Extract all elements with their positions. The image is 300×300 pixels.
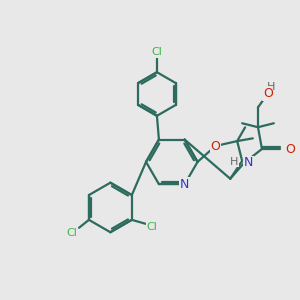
Text: H: H <box>230 157 238 167</box>
Text: N: N <box>180 178 189 191</box>
Text: Cl: Cl <box>67 228 77 238</box>
Text: O: O <box>211 140 220 152</box>
Text: Cl: Cl <box>146 222 157 232</box>
Text: O: O <box>286 142 296 155</box>
Text: O: O <box>263 87 273 100</box>
Text: Cl: Cl <box>152 47 162 57</box>
Text: N: N <box>244 156 254 170</box>
Text: H: H <box>267 82 275 92</box>
